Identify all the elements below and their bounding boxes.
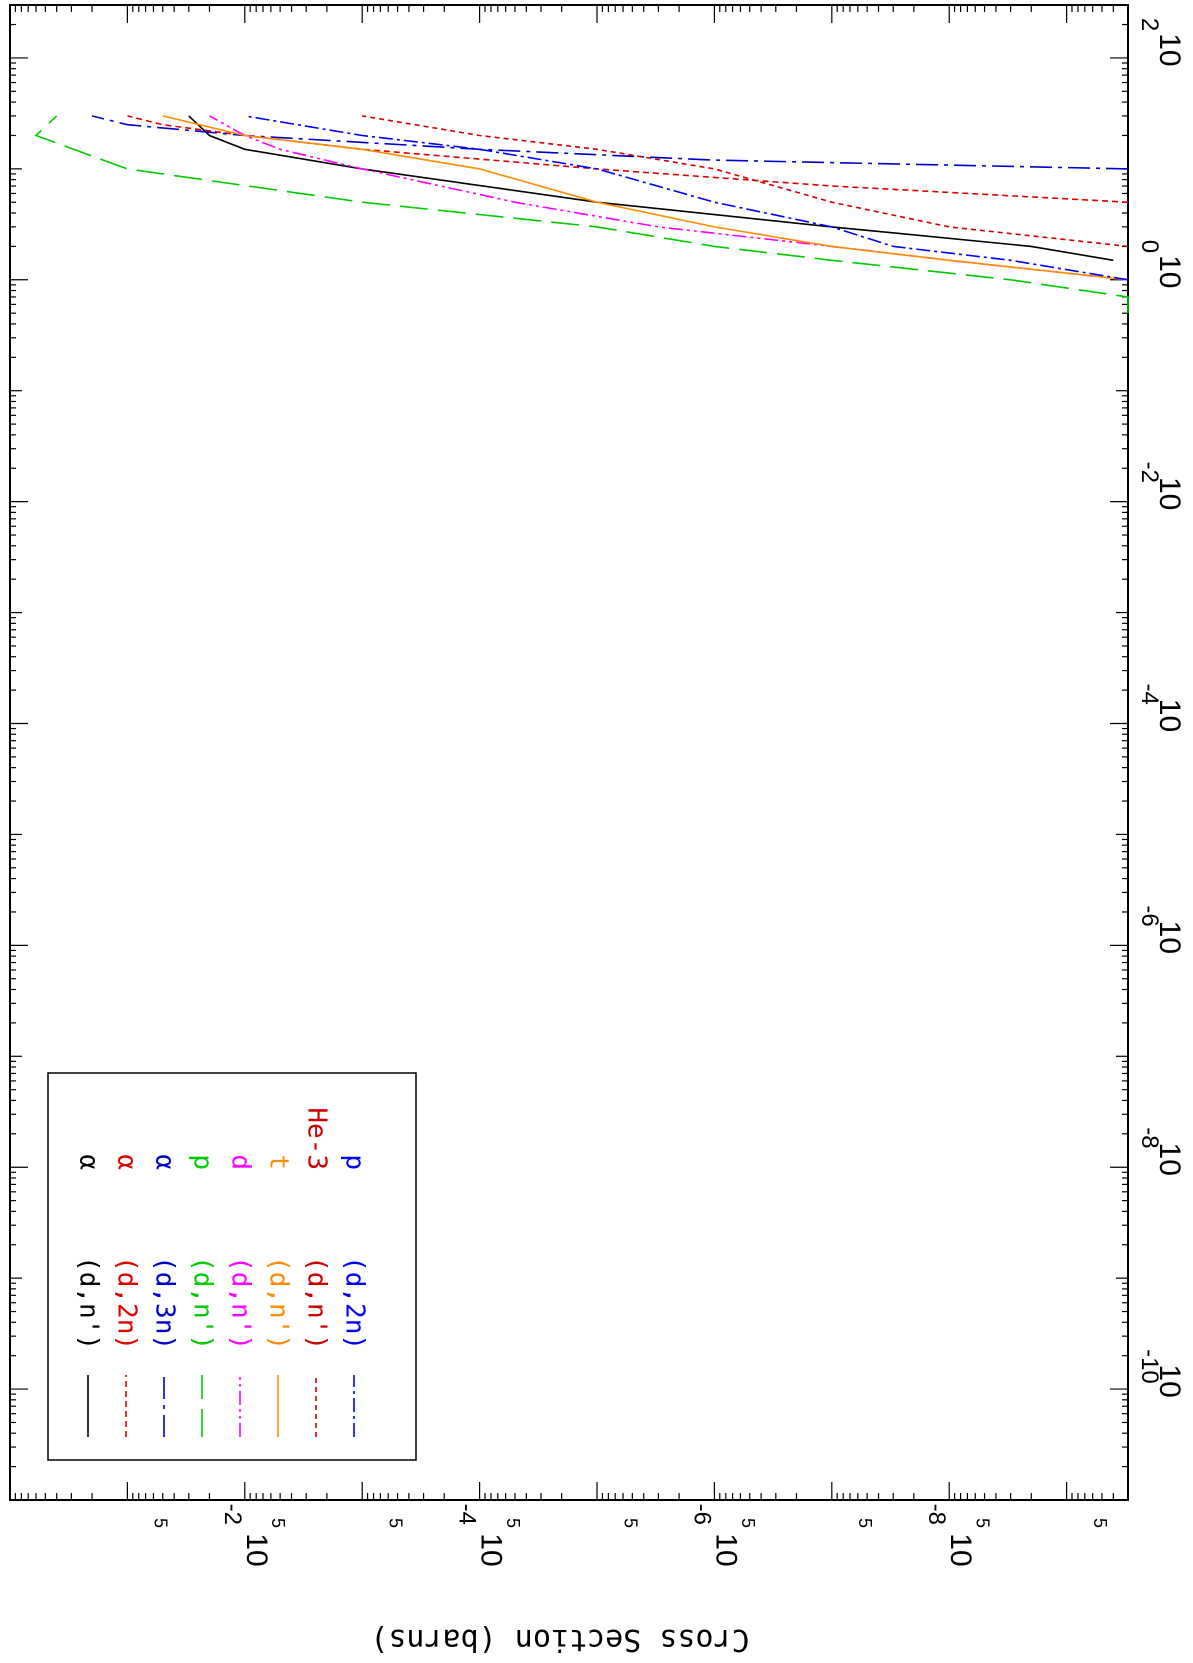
- series-line-8: [244, 115, 1129, 281]
- y-tick-label-base: 10: [240, 1533, 273, 1566]
- x-tick-label: 10-8: [1136, 1127, 1186, 1176]
- x-tick-label: 10-6: [1136, 905, 1186, 954]
- legend-entry: (d,2n) p: [340, 1154, 370, 1437]
- series-line-6: [162, 115, 1129, 281]
- x-tick-label-base: 10: [1153, 1143, 1186, 1176]
- y-tick-label-exponent: -2: [219, 1504, 246, 1525]
- legend-entry: (d,n') p: [188, 1154, 218, 1437]
- series-line-4: [34, 115, 1129, 314]
- x-tick-label-base: 10: [1153, 477, 1186, 510]
- y-tick-label: 10-4: [454, 1504, 508, 1567]
- legend-reaction: (d,n'): [74, 1256, 104, 1350]
- y-tick-label: 10-6: [688, 1504, 742, 1567]
- x-tick-label-exponent: -6: [1136, 905, 1163, 926]
- legend-reaction: (d,2n): [340, 1256, 370, 1350]
- y-tick-label-base: 10: [709, 1533, 742, 1566]
- x-tick-label-exponent: -10: [1136, 1349, 1163, 1384]
- series-line-5: [209, 115, 1129, 281]
- legend-reaction: (d,n'): [226, 1256, 256, 1350]
- y-minor-tick-label: 5: [386, 1518, 406, 1528]
- y-minor-tick-label: 5: [268, 1518, 288, 1528]
- x-tick-label-base: 10: [1153, 921, 1186, 954]
- legend-entry: (d,n') d: [226, 1154, 256, 1437]
- y-minor-tick-label: 5: [973, 1518, 993, 1528]
- y-tick-label-exponent: -6: [688, 1504, 715, 1525]
- x-tick-label-base: 10: [1153, 699, 1186, 732]
- legend-reaction: (d,n'): [302, 1256, 332, 1350]
- x-tick-label: 10-2: [1136, 462, 1186, 511]
- legend-entry: (d,3n) α: [150, 1154, 180, 1437]
- x-tick-label-exponent: -8: [1136, 1127, 1163, 1148]
- x-tick-label: 10-4: [1136, 683, 1186, 732]
- legend-product: He-3: [302, 1107, 332, 1170]
- legend-product: t: [264, 1154, 294, 1170]
- x-tick-label-exponent: -2: [1136, 462, 1163, 483]
- x-tick-label-exponent: 2: [1136, 18, 1163, 31]
- x-tick-label-base: 10: [1153, 255, 1186, 288]
- legend-reaction: (d,2n): [112, 1256, 142, 1350]
- legend-reaction: (d,n'): [188, 1256, 218, 1350]
- x-tick-label-exponent: -4: [1136, 683, 1163, 704]
- series-line-1: [188, 115, 1114, 262]
- x-tick-label: 10-10: [1136, 1349, 1186, 1398]
- series-line-7: [362, 115, 1129, 248]
- legend-product: α: [112, 1154, 142, 1170]
- plot-frame: [9, 4, 1129, 1501]
- y-tick-label: 10-2: [219, 1504, 273, 1567]
- y-axis-title: Cross Section (barns): [370, 1622, 749, 1657]
- y-tick-label: 10-8: [923, 1504, 977, 1567]
- legend-reaction: (d,n'): [264, 1256, 294, 1350]
- x-tick-label-base: 10: [1153, 33, 1186, 66]
- legend-box: [47, 1072, 417, 1461]
- y-minor-tick-label: 5: [620, 1518, 640, 1528]
- series-layer: [34, 115, 1129, 314]
- x-tick-label-exponent: 0: [1136, 240, 1163, 253]
- legend-reaction: (d,3n): [150, 1256, 180, 1350]
- y-minor-tick-label: 5: [151, 1518, 171, 1528]
- legend-product: p: [188, 1154, 218, 1170]
- legend-product: d: [226, 1154, 256, 1170]
- y-tick-label-base: 10: [944, 1533, 977, 1566]
- series-line-3: [91, 115, 1129, 170]
- legend-entry: (d,n') He-3: [302, 1107, 332, 1437]
- x-tick-label-base: 10: [1153, 1364, 1186, 1397]
- y-tick-label-base: 10: [475, 1533, 508, 1566]
- legend-entry: (d,2n) α: [112, 1154, 142, 1437]
- legend-entry: (d,n') t: [264, 1154, 294, 1437]
- legend-product: α: [150, 1154, 180, 1170]
- x-tick-label: 100: [1136, 240, 1186, 289]
- legend-product: p: [340, 1154, 370, 1170]
- y-minor-tick-label: 5: [1090, 1518, 1110, 1528]
- y-minor-tick-label: 5: [738, 1518, 758, 1528]
- legend-entry: (d,n') α: [74, 1154, 104, 1437]
- legend: (d,n')α(d,2n)α(d,3n)α(d,n')p(d,n')d(d,n'…: [47, 1072, 417, 1461]
- y-tick-label-exponent: -8: [923, 1504, 950, 1525]
- y-minor-tick-label: 5: [855, 1518, 875, 1528]
- legend-product: α: [74, 1154, 104, 1170]
- series-line-2: [127, 115, 1129, 203]
- x-tick-label: 102: [1136, 18, 1186, 67]
- y-minor-tick-label: 5: [503, 1518, 523, 1528]
- y-tick-label-exponent: -4: [454, 1504, 481, 1525]
